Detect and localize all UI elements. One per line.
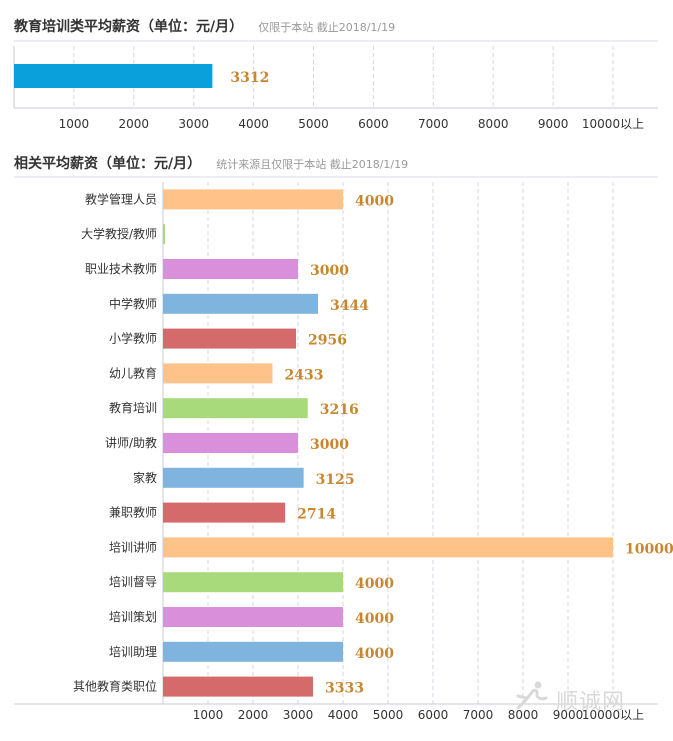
chart1-title: 教育培训类平均薪资（单位：元/月） (14, 19, 244, 35)
chart2-value-label: 3000 (310, 437, 349, 453)
chart2-value-label: 2433 (284, 367, 323, 383)
chart2-category-label: 其他教育类职位 (73, 679, 157, 694)
chart2-bar (163, 572, 343, 593)
chart2-bar (163, 189, 343, 210)
chart2-x-tick-label: 3000 (283, 708, 314, 722)
chart2-bar (163, 293, 318, 314)
chart2-category-label: 培训讲师 (109, 539, 157, 554)
chart2-category-label: 讲师/助教 (105, 435, 157, 450)
chart2-category-label: 家教 (133, 470, 157, 485)
chart1-heading: 教育培训类平均薪资（单位：元/月） 仅限于本站 截止2018/1/19 (14, 16, 395, 36)
chart2-title: 相关平均薪资（单位：元/月） (14, 156, 202, 172)
chart2-category-label: 兼职教师 (109, 505, 157, 520)
runner-logo-icon (516, 681, 548, 710)
chart2-category-label: 大学教授/教师 (81, 226, 157, 241)
chart1-x-tick-label: 7000 (418, 117, 449, 131)
chart1-x-tick-label: 9000 (538, 117, 569, 131)
chart2-x-tick-label: 6000 (418, 708, 449, 722)
chart1-x-tick-label: 3000 (178, 117, 209, 131)
chart2-bar (163, 328, 297, 349)
chart2-category-label: 培训策划 (109, 609, 157, 624)
chart2-value-label: 10000 (625, 541, 673, 557)
chart1-svg: 1000 2000 3000 4000 5000 6000 7000 8000 9000 1000… (13, 40, 658, 131)
chart2-category-label: 培训督导 (109, 574, 157, 589)
chart2-x-tick-label: 10000以上 (582, 708, 644, 722)
chart2-bar (163, 537, 613, 558)
chart2-value-label: 3216 (320, 402, 359, 418)
chart2-category-label: 培训助理 (109, 644, 157, 659)
watermark-text: 顺诚网 (556, 690, 626, 715)
chart1-value-label: 3312 (230, 70, 269, 86)
chart2-subtitle: 统计来源且仅限于本站 截止2018/1/19 (216, 158, 409, 171)
chart2-bar (163, 398, 308, 419)
chart2-category-label: 职业技术教师 (85, 261, 157, 276)
chart2-bar (163, 676, 313, 697)
chart2-category-label: 中学教师 (109, 296, 157, 311)
chart2-x-tick-label: 8000 (508, 708, 539, 722)
chart2-bar (163, 259, 298, 279)
chart2-x-tick-label: 1000 (193, 708, 224, 722)
chart1-x-tick-label: 4000 (238, 117, 269, 131)
chart2-value-label: 4000 (355, 576, 394, 592)
chart2-category-label: 幼儿教育 (109, 365, 157, 380)
chart1-x-tick-label: 5000 (298, 117, 329, 131)
chart2-category-label: 教育培训 (109, 400, 157, 415)
chart2-category-label: 教学管理人员 (85, 191, 157, 206)
chart2-heading: 相关平均薪资（单位：元/月） 统计来源且仅限于本站 截止2018/1/19 (14, 153, 408, 173)
chart1-x-tick-label: 1000 (59, 117, 90, 131)
chart1-x-tick-label: 10000以上 (582, 117, 644, 131)
chart2-value-label: 3333 (325, 681, 364, 697)
chart1-x-tick-label: 2000 (119, 117, 150, 131)
chart2-value-label: 3444 (330, 298, 369, 314)
chart2-value-label: 4000 (355, 193, 394, 209)
chart2-value-label: 2714 (297, 507, 336, 523)
chart2-bar (163, 433, 298, 453)
chart1-x-tick-label: 8000 (478, 117, 509, 131)
chart2-bar (163, 502, 286, 523)
chart2-x-tick-label: 2000 (238, 708, 269, 722)
chart2-value-label: 2956 (308, 333, 347, 349)
chart2-x-tick-label: 9000 (553, 708, 584, 722)
chart2-value-label: 4000 (355, 646, 394, 662)
chart1-bar (14, 64, 213, 88)
chart1-x-tick-label: 6000 (358, 117, 389, 131)
chart2-value-label: 3000 (310, 263, 349, 279)
chart2-x-tick-label: 4000 (328, 708, 359, 722)
chart2-x-tick-label: 5000 (373, 708, 404, 722)
chart2-value-label: 4000 (355, 611, 394, 627)
chart2-x-tick-label: 7000 (463, 708, 494, 722)
chart2-bar (163, 467, 304, 488)
chart2-bar (163, 224, 165, 245)
chart2-category-label: 小学教师 (109, 331, 157, 346)
chart2-bar (163, 607, 343, 627)
chart2-bar (163, 363, 273, 384)
chart2-value-label: 3125 (316, 472, 355, 488)
chart2-bar (163, 641, 343, 662)
chart1-subtitle: 仅限于本站 截止2018/1/19 (258, 21, 396, 34)
